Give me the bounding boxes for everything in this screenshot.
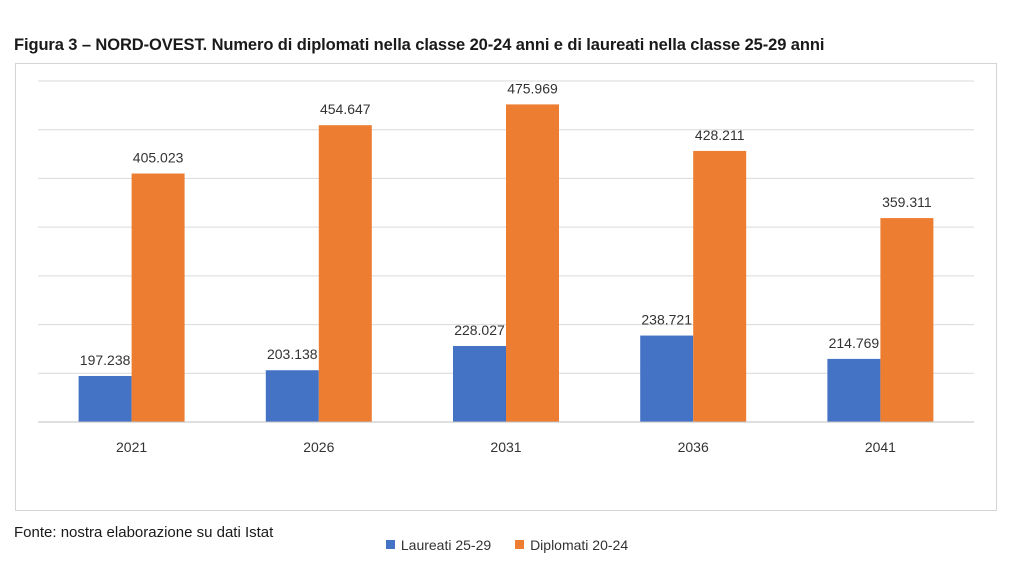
legend-swatch-diplomati (515, 540, 525, 549)
bar-laureati-2036 (640, 335, 694, 422)
x-axis: 2021 2026 2031 2036 2041 (38, 421, 974, 455)
x-tick-label: 2031 (490, 439, 521, 455)
bars (78, 104, 934, 423)
data-label-laureati-2021: 197.238 (80, 352, 131, 368)
bar-laureati-2021 (78, 375, 132, 422)
bar-laureati-2026 (265, 370, 319, 422)
legend-label-laureati: Laureati 25-29 (400, 536, 492, 553)
data-label-laureati-2031: 228.027 (454, 322, 505, 338)
bar-chart: 197.238 405.023 203.138 454.647 228.027 475.9… (38, 80, 974, 455)
bar-laureati-2041 (827, 358, 881, 422)
source-note: Fonte: nostra elaborazione su dati Istat (14, 524, 274, 541)
bar-diplomati-2021 (131, 173, 185, 422)
data-label-laureati-2041: 214.769 (829, 335, 880, 351)
bar-laureati-2031 (453, 345, 506, 422)
x-tick-label: 2021 (116, 439, 147, 455)
x-tick-label: 2041 (865, 439, 896, 455)
x-tick-label: 2036 (678, 439, 709, 455)
legend: Laureati 25-29 Diplomati 20-24 (16, 536, 998, 553)
figure-title: Figura 3 – NORD-OVEST. Numero di diploma… (14, 36, 825, 54)
legend-label-diplomati: Diplomati 20-24 (530, 536, 629, 553)
data-label-diplomati-2031: 475.969 (507, 80, 558, 96)
data-label-diplomati-2021: 405.023 (133, 150, 184, 166)
bar-diplomati-2036 (693, 150, 747, 422)
data-label-diplomati-2026: 454.647 (320, 101, 371, 117)
data-label-diplomati-2041: 359.311 (882, 194, 932, 210)
bar-diplomati-2041 (880, 218, 934, 422)
legend-swatch-laureati (385, 540, 395, 549)
data-label-laureati-2026: 203.138 (267, 346, 318, 362)
x-tick-label: 2026 (303, 439, 334, 455)
legend-item-laureati: Laureati 25-29 (385, 536, 492, 553)
data-labels: 197.238 405.023 203.138 454.647 228.027 475.9… (80, 80, 932, 368)
data-label-diplomati-2036: 428.211 (695, 127, 745, 143)
bar-diplomati-2026 (318, 125, 372, 423)
chart-frame: 197.238 405.023 203.138 454.647 228.027 475.9… (15, 63, 997, 553)
legend-item-diplomati: Diplomati 20-24 (515, 537, 628, 553)
data-label-laureati-2036: 238.721 (641, 312, 692, 328)
bar-diplomati-2031 (506, 104, 559, 422)
